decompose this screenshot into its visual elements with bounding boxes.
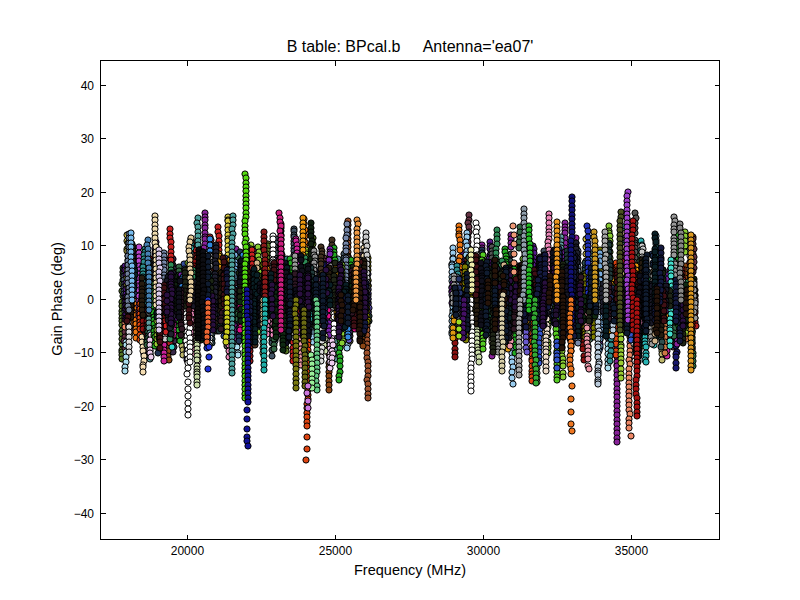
svg-text:35000: 35000 (615, 544, 649, 558)
svg-text:−10: −10 (74, 346, 95, 360)
svg-text:20000: 20000 (171, 544, 205, 558)
svg-text:25000: 25000 (319, 544, 353, 558)
svg-text:40: 40 (81, 79, 95, 93)
svg-text:30: 30 (81, 132, 95, 146)
svg-text:10: 10 (81, 239, 95, 253)
svg-text:B table: BPcal.b Antenna=': B table: BPcal.b Antenna='ea07' (287, 38, 534, 55)
svg-text:−20: −20 (74, 400, 95, 414)
svg-text:−30: −30 (74, 453, 95, 467)
svg-text:−40: −40 (74, 507, 95, 521)
svg-text:Gain Phase (deg): Gain Phase (deg) (49, 242, 65, 356)
svg-text:30000: 30000 (467, 544, 501, 558)
svg-text:Frequency (MHz): Frequency (MHz) (354, 562, 466, 578)
svg-text:20: 20 (81, 186, 95, 200)
svg-text:0: 0 (87, 293, 94, 307)
